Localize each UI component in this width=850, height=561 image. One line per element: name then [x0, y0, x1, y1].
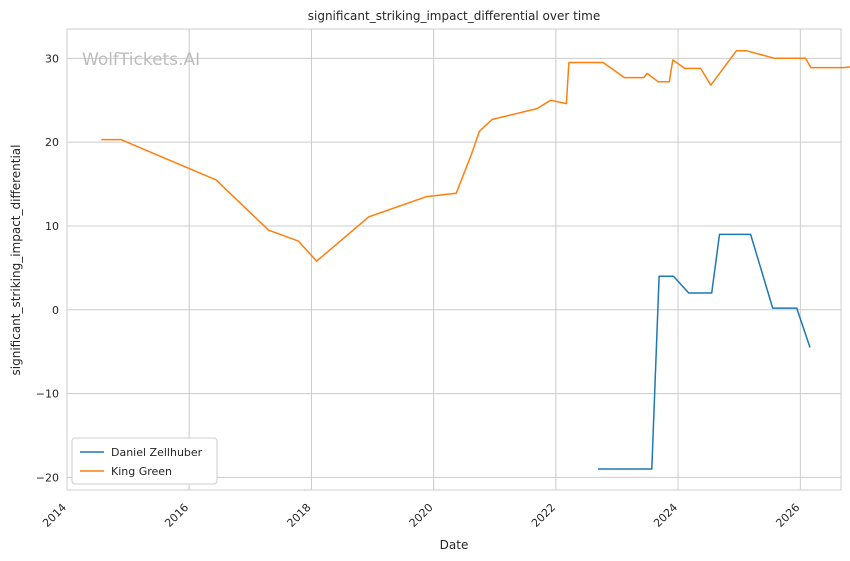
- series-layer: [101, 50, 850, 470]
- y-tick-label: 0: [52, 304, 59, 317]
- series-line-daniel-zellhuber: [598, 233, 811, 470]
- chart-title: significant_striking_impact_differential…: [308, 9, 600, 23]
- y-tick-label: −20: [36, 471, 59, 484]
- legend-label-king-green: King Green: [111, 465, 172, 478]
- y-tick-labels: −20 −10 0 10 20 30: [36, 52, 59, 484]
- legend: Daniel Zellhuber King Green: [71, 437, 218, 485]
- series-line-king-green: [101, 50, 850, 262]
- legend-box: [71, 437, 218, 485]
- watermark: WolfTickets.AI: [82, 50, 200, 70]
- x-axis-label: Date: [440, 538, 469, 552]
- y-tick-label: −10: [36, 388, 59, 401]
- y-axis-label: significant_striking_impact_differential: [9, 145, 23, 376]
- y-tick-label: 20: [45, 136, 59, 149]
- y-tick-label: 10: [45, 220, 59, 233]
- legend-label-daniel-zellhuber: Daniel Zellhuber: [111, 446, 203, 459]
- plot-frame: [66, 28, 842, 491]
- y-tick-label: 30: [45, 52, 59, 65]
